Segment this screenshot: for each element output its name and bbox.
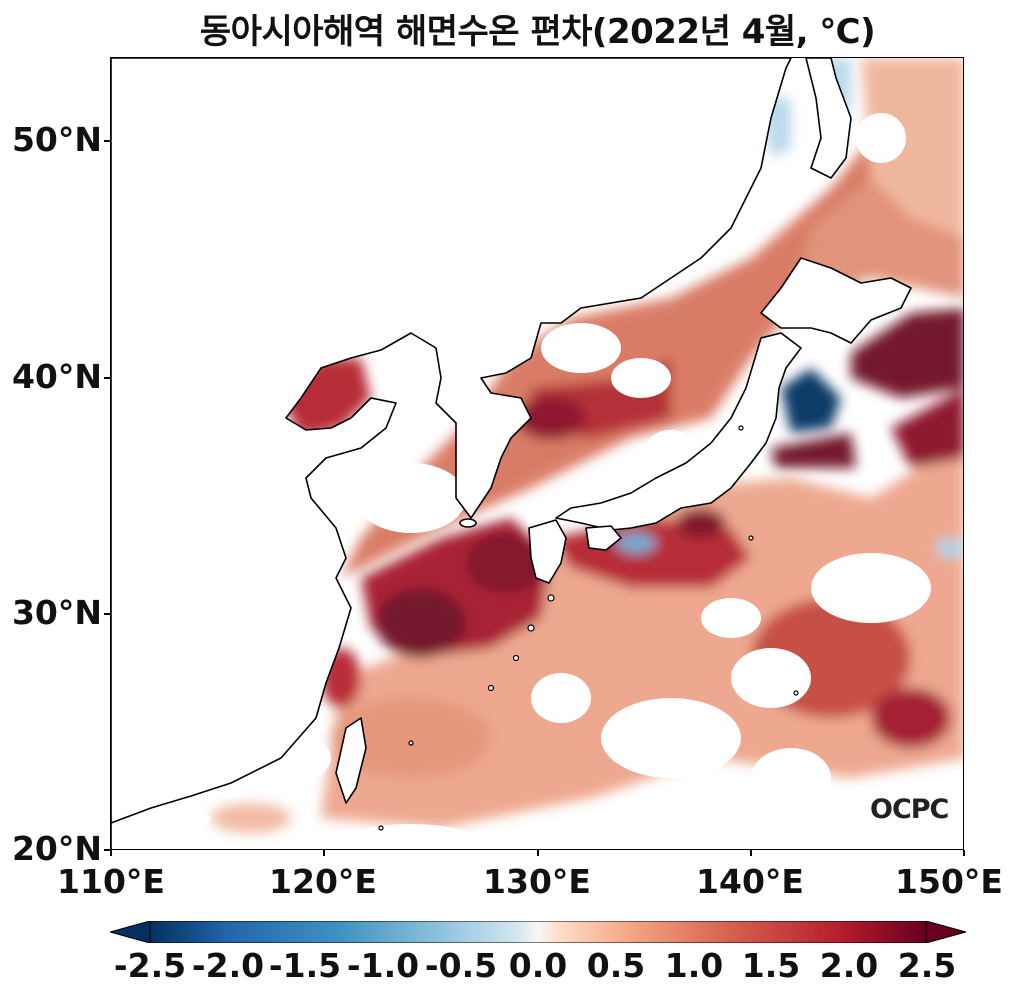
islands — [378, 425, 799, 831]
tick-150e — [963, 850, 965, 856]
colorbar-label: -0.5 — [424, 946, 498, 985]
map-title: 동아시아해역 해면수온 편차(2022년 4월, ℃) — [199, 12, 876, 52]
colorbar-label: 2.5 — [897, 946, 957, 985]
colorbar-label: 2.0 — [819, 946, 879, 985]
colorbar-label: 0.0 — [508, 946, 568, 985]
lat-label-30n: 30°N — [11, 593, 102, 632]
tick-40n — [104, 377, 110, 379]
colorbar-label: -2.5 — [113, 946, 187, 985]
colorbar-label: 1.0 — [664, 946, 724, 985]
tick-50n — [104, 140, 110, 142]
lon-label-150e: 150°E — [895, 862, 1003, 901]
colorbar-label: -1.5 — [268, 946, 342, 985]
colorbar-extend-low — [110, 921, 151, 943]
colorbar-extend-high — [925, 921, 966, 943]
tick-30n — [104, 613, 110, 615]
lon-label-140e: 140°E — [696, 862, 804, 901]
colorbar-gradient — [149, 921, 927, 943]
lat-label-20n: 20°N — [11, 829, 102, 868]
lat-label-40n: 40°N — [11, 357, 102, 396]
colorbar-label: -1.0 — [346, 946, 420, 985]
tick-120e — [323, 850, 325, 856]
lat-label-50n: 50°N — [11, 120, 102, 159]
colorbar-label: -2.0 — [191, 946, 265, 985]
lon-label-120e: 120°E — [269, 862, 377, 901]
colorbar-label: 1.5 — [741, 946, 801, 985]
ocpc-logo: OCPC — [870, 794, 949, 825]
lon-label-130e: 130°E — [483, 862, 591, 901]
lon-label-110e: 110°E — [57, 862, 165, 901]
map-canvas — [111, 58, 963, 849]
colorbar — [110, 921, 966, 943]
colorbar-label: 0.5 — [586, 946, 646, 985]
tick-20n — [104, 849, 110, 851]
sst-anomaly-map — [110, 57, 964, 850]
tick-140e — [750, 850, 752, 856]
tick-130e — [537, 850, 539, 856]
tick-110e — [110, 850, 112, 856]
landmass — [111, 58, 912, 849]
